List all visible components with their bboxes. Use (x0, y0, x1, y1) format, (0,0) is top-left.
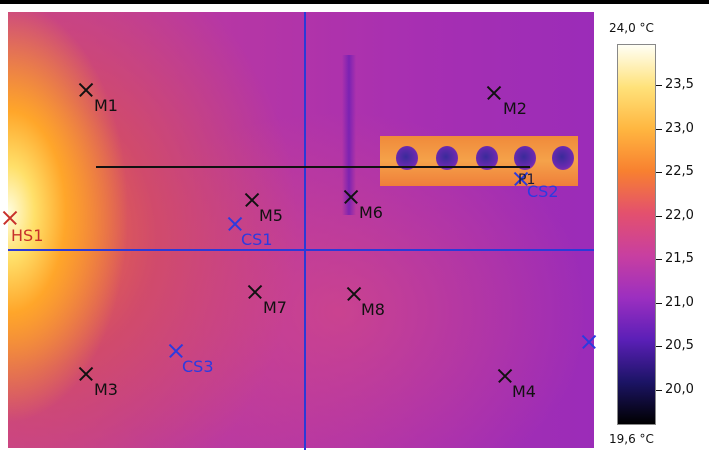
scale-tick (656, 303, 662, 304)
temperature-scale-bar (617, 44, 656, 425)
scale-tick (656, 172, 662, 173)
strip-hole (396, 146, 418, 170)
strip-hole (552, 146, 574, 170)
top-rule (0, 0, 709, 4)
scale-tick-label: 20,0 (665, 382, 694, 397)
cross-line-vertical[interactable] (304, 12, 306, 450)
scale-tick-label: 21,5 (665, 251, 694, 266)
marker-m5-label: M5 (259, 206, 283, 225)
marker-m8-label: M8 (361, 300, 385, 319)
scale-tick (656, 216, 662, 217)
cross-line-horizontal[interactable] (8, 249, 594, 251)
marker-m4-label: M4 (512, 382, 536, 401)
marker-m3-label: M3 (94, 380, 118, 399)
profile-line-p1[interactable] (96, 166, 530, 168)
scale-tick-label: 20,5 (665, 338, 694, 353)
scale-tick-label: 21,0 (665, 295, 694, 310)
strip-hole (514, 146, 536, 170)
cold-spot-cs2-label: CS2 (527, 182, 559, 201)
scale-tick (656, 129, 662, 130)
strip-hole (476, 146, 498, 170)
scale-tick-label: 22,0 (665, 208, 694, 223)
marker-m6-label: M6 (359, 203, 383, 222)
cold-vertical-bar (342, 55, 356, 215)
marker-m1-label: M1 (94, 96, 118, 115)
marker-m7-label: M7 (263, 298, 287, 317)
scale-tick-label: 23,5 (665, 77, 694, 92)
scale-min-label: 19,6 °C (609, 432, 654, 446)
hot-spot-hs1-label: HS1 (11, 226, 44, 245)
scale-tick-label: 22,5 (665, 164, 694, 179)
strip-hole (436, 146, 458, 170)
marker-m2-label: M2 (503, 99, 527, 118)
scale-tick (656, 259, 662, 260)
thermal-image[interactable] (8, 12, 594, 448)
scale-tick (656, 85, 662, 86)
cold-spot-cs1-label: CS1 (241, 230, 273, 249)
scale-max-label: 24,0 °C (609, 21, 654, 35)
scale-tick-label: 23,0 (665, 121, 694, 136)
profile-line-p1-label: P1 (518, 172, 536, 188)
scale-tick (656, 346, 662, 347)
cold-spot-cs3-label: CS3 (182, 357, 214, 376)
scale-tick (656, 390, 662, 391)
